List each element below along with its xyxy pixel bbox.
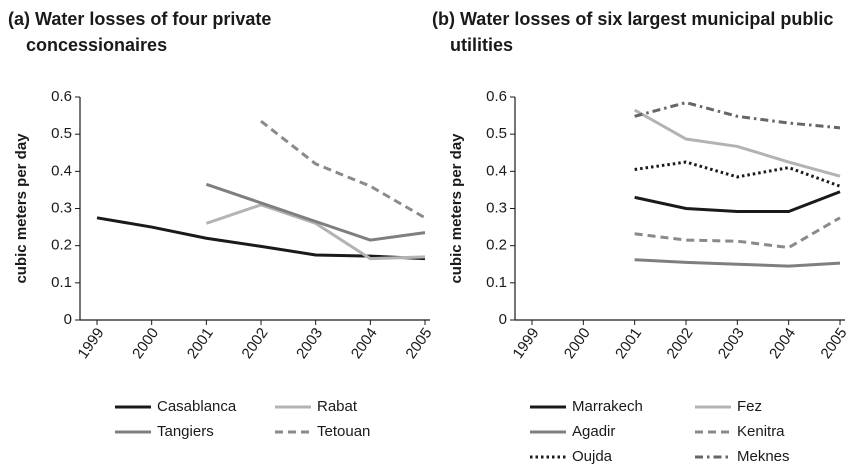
series-line <box>205 203 426 261</box>
x-tick-label: 2003 <box>715 325 748 362</box>
y-tick-label: 0.3 <box>51 199 72 216</box>
series-line <box>633 108 841 178</box>
x-tick-label: 2005 <box>817 325 850 362</box>
x-tick-label: 2000 <box>129 325 162 362</box>
x-tick-label: 2005 <box>402 325 435 362</box>
legend-label: Casablanca <box>157 398 237 415</box>
y-axis-label: cubic meters per day <box>13 133 30 284</box>
legend-label: Rabat <box>317 398 358 415</box>
x-tick-label: 1999 <box>509 325 542 362</box>
legend-label: Tetouan <box>317 423 370 440</box>
chart-title: (a) Water losses of four private concess… <box>8 9 272 55</box>
legend-label: Oujda <box>572 448 613 465</box>
chart-title: (b) Water losses of six largest municipa… <box>432 9 834 55</box>
legend-label: Fez <box>737 398 762 415</box>
x-tick-label: 2002 <box>663 325 696 362</box>
series-line <box>260 119 426 220</box>
y-tick-label: 0 <box>499 311 507 328</box>
y-tick-label: 0.6 <box>486 88 507 105</box>
y-tick-label: 0.4 <box>51 162 72 179</box>
series-line <box>634 101 841 130</box>
y-tick-label: 0.4 <box>486 162 507 179</box>
series-line <box>205 182 426 242</box>
y-tick-label: 0.2 <box>486 237 507 254</box>
series-line <box>96 216 426 261</box>
series-line <box>634 160 841 188</box>
x-tick-label: 2002 <box>238 325 271 362</box>
y-tick-label: 0.5 <box>51 125 72 142</box>
legend-label: Agadir <box>572 423 615 440</box>
y-tick-label: 0 <box>64 311 72 328</box>
y-tick-label: 0.1 <box>51 274 72 291</box>
series-line <box>634 190 841 213</box>
x-tick-label: 2001 <box>184 325 217 362</box>
x-tick-label: 2003 <box>293 325 326 362</box>
x-tick-label: 2004 <box>766 325 799 362</box>
x-tick-label: 2004 <box>348 325 381 362</box>
x-tick-label: 2000 <box>561 325 594 362</box>
y-tick-label: 0.3 <box>486 199 507 216</box>
y-tick-label: 0.1 <box>486 274 507 291</box>
x-tick-label: 1999 <box>74 325 107 362</box>
series-line <box>634 258 841 268</box>
legend-label: Meknes <box>737 448 790 465</box>
y-tick-label: 0.6 <box>51 88 72 105</box>
legend-label: Kenitra <box>737 423 785 440</box>
legend-label: Marrakech <box>572 398 643 415</box>
y-tick-label: 0.2 <box>51 237 72 254</box>
y-axis-label: cubic meters per day <box>448 133 465 284</box>
y-tick-label: 0.5 <box>486 125 507 142</box>
series-line <box>634 216 841 250</box>
legend-label: Tangiers <box>157 423 214 440</box>
x-tick-label: 2001 <box>612 325 645 362</box>
